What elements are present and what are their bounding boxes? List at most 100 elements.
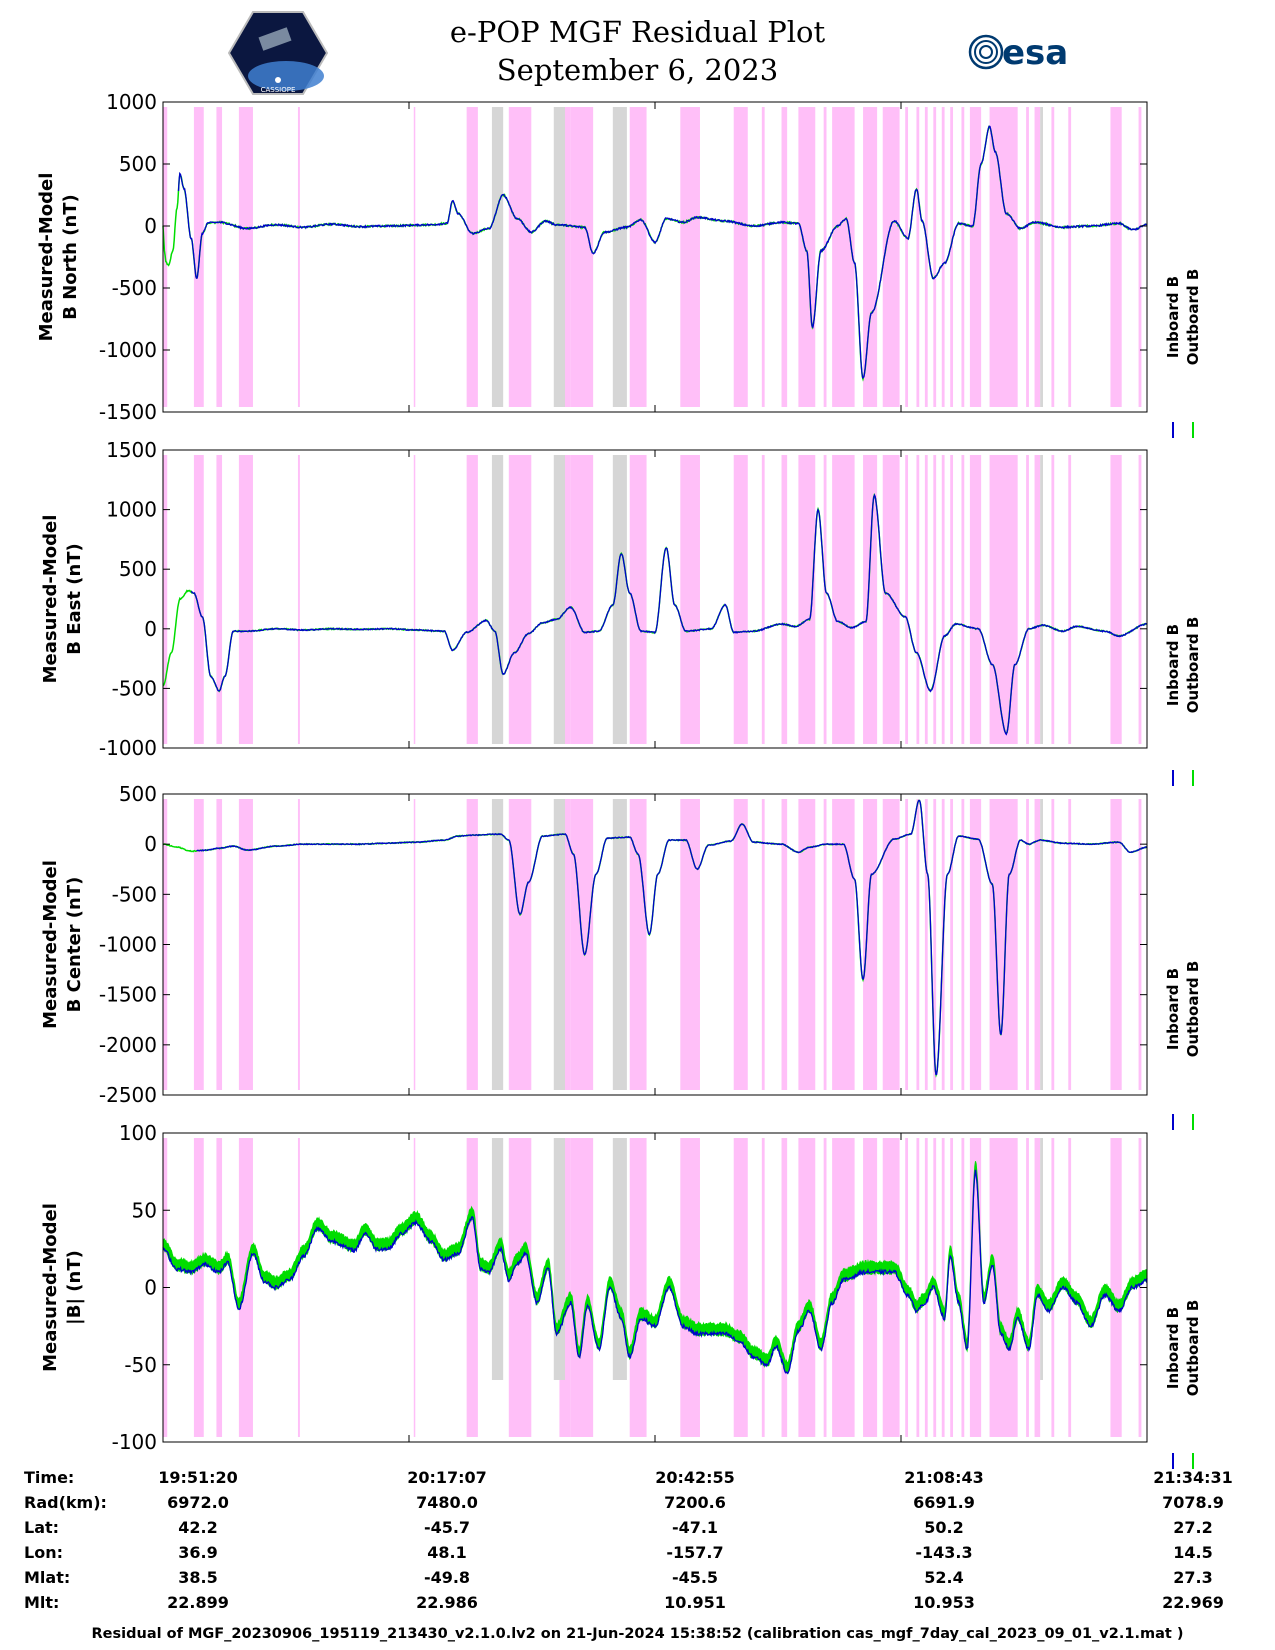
y-tick-label: 1000 — [106, 90, 157, 114]
gray-span-1 — [553, 107, 566, 407]
pink-span-34 — [1138, 799, 1142, 1090]
gray-span-2 — [612, 1138, 627, 1380]
y-tick-label: 1000 — [106, 498, 157, 522]
pink-span-29 — [1026, 1138, 1029, 1437]
pink-span-9 — [570, 107, 594, 407]
gray-span-1 — [553, 1138, 566, 1380]
y-tick-label: 50 — [132, 1198, 157, 1222]
pink-span-23 — [933, 799, 937, 1090]
y-tick-label: 500 — [119, 152, 157, 176]
gray-span-3 — [1040, 455, 1043, 744]
table-cell: 38.5 — [178, 1568, 218, 1587]
y-tick-label: -500 — [112, 276, 157, 300]
pink-span-23 — [933, 455, 937, 744]
esa-logo: esa — [968, 33, 1068, 73]
pink-span-14 — [781, 455, 788, 744]
y-tick-label: 0 — [144, 214, 157, 238]
pink-span-26 — [961, 799, 965, 1090]
y-axis-label-units: B Center (nT) — [64, 877, 85, 1013]
y-tick-label: -50 — [124, 1353, 157, 1377]
footer-caption: Residual of MGF_20230906_195119_213430_v… — [91, 1626, 1184, 1642]
pink-span-31 — [1051, 455, 1055, 744]
table-cell: 20:42:55 — [655, 1468, 735, 1487]
pink-span-30 — [1034, 799, 1041, 1090]
pink-span-5 — [413, 799, 416, 1090]
pink-span-6 — [466, 1138, 478, 1437]
pink-span-22 — [924, 799, 928, 1090]
panel-1: 1000 500 0 -500 -1000 -1500 Measured-Model B No… — [36, 90, 1202, 438]
pink-span-33 — [1110, 1138, 1122, 1437]
pink-span-24 — [941, 455, 945, 744]
pink-span-26 — [961, 455, 965, 744]
pink-span-14 — [781, 799, 788, 1090]
pink-span-13 — [761, 799, 765, 1090]
pink-span-6 — [466, 799, 478, 1090]
pink-span-31 — [1051, 1138, 1055, 1437]
table-row-label: Lat: — [24, 1518, 60, 1537]
y-tick-label: -2000 — [99, 1033, 157, 1057]
pink-span-7 — [508, 455, 532, 744]
y-axis-label: Measured-Model — [40, 1203, 61, 1372]
pink-span-5 — [413, 107, 416, 407]
table-cell: 6972.0 — [167, 1493, 229, 1512]
table-cell: 14.5 — [1173, 1543, 1213, 1562]
y-axis-label: Measured-Model — [36, 173, 57, 342]
table-cell: 7200.6 — [664, 1493, 726, 1512]
pink-span-18 — [863, 799, 878, 1090]
pink-span-24 — [941, 107, 945, 407]
pink-span-20 — [905, 107, 909, 407]
pink-span-16 — [823, 455, 827, 744]
gray-span-1 — [553, 799, 566, 1090]
y-tick-label: 1500 — [106, 438, 157, 462]
page-date: September 6, 2023 — [496, 53, 779, 87]
table-cell: -49.8 — [423, 1568, 471, 1587]
pink-span-21 — [916, 799, 920, 1090]
inboard-b-series — [190, 493, 1148, 736]
pink-span-29 — [1026, 107, 1029, 407]
table-cell: 22.899 — [167, 1593, 229, 1612]
table-cell: 19:51:20 — [158, 1468, 238, 1487]
y-tick-label: 500 — [119, 782, 157, 806]
table-row-label: Mlat: — [24, 1568, 71, 1587]
pink-span-11 — [680, 107, 700, 407]
pink-span-9 — [570, 1138, 594, 1437]
pink-span-30 — [1034, 455, 1041, 744]
table-row-label: Time: — [24, 1468, 75, 1487]
y-tick-label: -2500 — [99, 1083, 157, 1107]
pink-span-33 — [1110, 107, 1122, 407]
y-tick-label: -500 — [112, 882, 157, 906]
y-tick-label: -1000 — [99, 736, 157, 760]
pink-span-7 — [508, 107, 532, 407]
panel-2: 1500 1000 500 0 -500 -1000 Measured-Model B Eas… — [40, 438, 1202, 786]
legend-outboard-label: Outboard B — [1184, 1300, 1202, 1397]
pink-span-32 — [1068, 799, 1072, 1090]
table-cell: -143.3 — [915, 1543, 973, 1562]
table-cell: 27.3 — [1173, 1568, 1213, 1587]
table-cell: 6691.9 — [913, 1493, 975, 1512]
inboard-b-series — [177, 125, 1148, 379]
pink-span-11 — [680, 799, 700, 1090]
panel-3: 500 0 -500 -1000 -1500 -2000 -2500 Measured-Mod… — [40, 782, 1202, 1130]
pink-span-32 — [1068, 107, 1072, 407]
pink-span-29 — [1026, 799, 1029, 1090]
pink-span-28 — [989, 455, 1018, 744]
pink-span-25 — [950, 1138, 954, 1437]
pink-span-18 — [863, 107, 878, 407]
pink-span-28 — [989, 107, 1018, 407]
pink-span-1 — [193, 1138, 204, 1437]
pink-span-31 — [1051, 107, 1055, 407]
pink-span-28 — [989, 799, 1018, 1090]
pink-span-7 — [508, 1138, 532, 1437]
pink-span-10 — [629, 455, 647, 744]
pink-span-13 — [761, 455, 765, 744]
table-cell: 22.986 — [416, 1593, 478, 1612]
pink-span-12 — [733, 799, 748, 1090]
table-cell: 36.9 — [178, 1543, 218, 1562]
pink-span-34 — [1138, 455, 1142, 744]
pink-span-3 — [238, 107, 253, 407]
pink-span-17 — [832, 1138, 855, 1437]
pink-span-11 — [680, 455, 700, 744]
y-axis-label-units: B East (nT) — [64, 543, 85, 655]
pink-span-6 — [466, 455, 478, 744]
pink-span-21 — [916, 455, 920, 744]
